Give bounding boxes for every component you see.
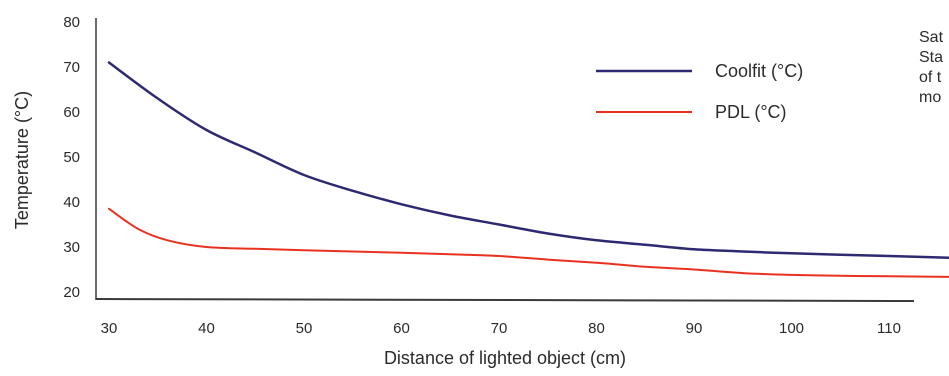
y-tick-label: 30 [63,239,80,256]
x-tick-label: 70 [491,320,508,337]
series-lines [107,61,949,278]
x-tick-label: 30 [101,320,118,337]
x-axis-line [95,298,915,302]
x-tick-label: 60 [393,320,410,337]
series-line-coolfit [107,61,949,260]
y-tick-label: 70 [63,59,80,76]
legend: Coolfit (°C) PDL (°C) [596,61,803,122]
side-note-line: Sat [919,29,944,46]
x-tick-label: 80 [588,320,605,337]
x-tick-label: 110 [877,320,901,337]
series-line-pdl [108,207,949,278]
side-note-line: of t [919,69,942,86]
x-tick-label: 50 [296,320,313,337]
x-axis-title: Distance of lighted object (cm) [384,348,626,368]
side-note-line: mo [919,89,942,106]
legend-label-coolfit: Coolfit (°C) [715,61,803,81]
y-tick-label: 40 [63,194,80,211]
x-tick-label: 40 [198,320,215,337]
x-tick-label: 100 [779,320,804,337]
y-tick-labels: 20 30 40 50 60 70 80 [63,14,80,301]
y-tick-label: 80 [63,14,80,31]
y-tick-label: 60 [63,104,80,121]
side-note-line: Sta [919,49,944,66]
legend-label-pdl: PDL (°C) [715,102,787,122]
y-axis-title: Temperature (°C) [12,91,32,229]
y-tick-label: 20 [63,284,80,301]
x-tick-labels: 30405060708090100110120 [101,320,901,337]
side-note: Sat Sta of t mo [919,28,949,108]
axes [95,18,915,302]
x-tick-label: 90 [686,320,703,337]
y-tick-label: 50 [63,149,80,166]
